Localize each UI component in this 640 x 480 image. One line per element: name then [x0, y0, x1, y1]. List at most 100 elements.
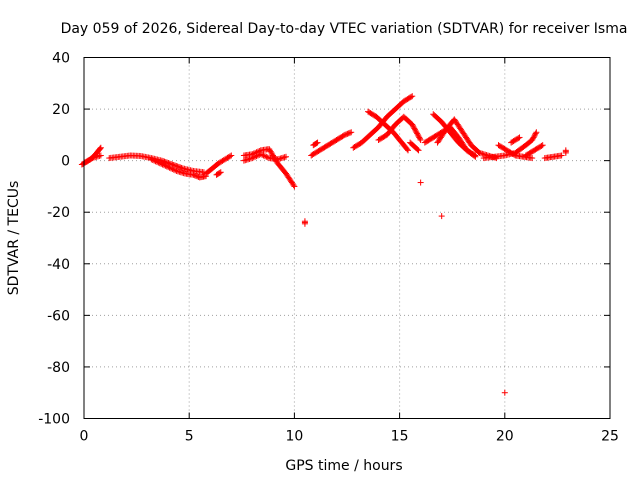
y-axis-label: SDTVAR / TECUs: [6, 181, 22, 296]
data-point: [155, 159, 162, 166]
data-point: [158, 160, 165, 167]
data-point: [172, 167, 179, 174]
data-point: [415, 133, 422, 140]
data-point: [417, 179, 424, 186]
data-point: [531, 131, 538, 138]
data-point: [515, 135, 522, 142]
data-point: [414, 130, 421, 137]
data-point: [409, 121, 416, 128]
data-point: [501, 389, 508, 396]
data-point: [404, 146, 411, 153]
data-point: [169, 166, 176, 173]
data-point: [438, 213, 445, 220]
data-point: [263, 153, 270, 160]
data-point: [516, 134, 523, 141]
data-point: [166, 164, 173, 171]
data-point: [416, 134, 423, 141]
data-point: [301, 220, 308, 227]
data-point: [264, 154, 271, 161]
grid-lines: [84, 57, 610, 419]
data-point: [529, 155, 536, 162]
data-point: [341, 131, 348, 138]
data-point: [261, 153, 268, 160]
y-tick-label: -60: [47, 308, 70, 324]
data-point: [558, 152, 565, 159]
data-point: [259, 151, 266, 158]
data-point: [314, 139, 321, 146]
data-point: [345, 130, 352, 137]
data-point: [153, 158, 160, 165]
data-point: [156, 160, 163, 167]
data-point: [409, 93, 416, 100]
x-tick-label: 15: [391, 429, 409, 445]
x-tick-label: 5: [185, 429, 194, 445]
data-point: [416, 135, 423, 142]
data-point: [348, 129, 355, 136]
data-point: [216, 169, 223, 176]
data-point: [192, 172, 199, 179]
data-point: [562, 147, 569, 154]
y-tick-label: 0: [61, 154, 70, 170]
data-point: [405, 147, 412, 154]
data-point: [194, 173, 201, 180]
data-point: [291, 183, 298, 190]
data-point: [190, 171, 197, 178]
data-point: [511, 151, 518, 158]
data-point: [167, 165, 174, 172]
data-point: [159, 161, 166, 168]
data-point: [257, 151, 264, 158]
data-point: [253, 153, 260, 160]
data-point: [160, 162, 167, 169]
data-point: [217, 169, 224, 176]
y-tick-label: -40: [47, 257, 70, 273]
data-point: [415, 147, 422, 154]
data-point: [228, 152, 235, 159]
data-point: [530, 134, 537, 141]
data-point: [250, 154, 257, 161]
data-point: [412, 126, 419, 133]
data-points: [78, 93, 569, 396]
data-point: [538, 142, 545, 149]
data-point: [471, 151, 478, 158]
data-point: [165, 164, 172, 171]
data-point: [260, 152, 267, 159]
data-point: [414, 131, 421, 138]
axis-ticks: [83, 57, 611, 419]
y-tick-label: 40: [52, 51, 70, 67]
data-point: [413, 129, 420, 136]
data-point: [149, 156, 156, 163]
data-point: [152, 158, 159, 165]
y-tick-label: -20: [47, 205, 70, 221]
data-point: [282, 153, 289, 160]
plot-frame: [83, 57, 611, 419]
data-point: [97, 144, 104, 151]
data-point: [162, 162, 169, 169]
data-point: [313, 140, 320, 147]
data-point: [343, 131, 350, 138]
data-point: [148, 156, 155, 163]
data-point: [227, 153, 234, 160]
data-point: [151, 157, 158, 164]
x-tick-label: 25: [601, 429, 619, 445]
data-point: [531, 133, 538, 140]
data-point: [191, 172, 198, 179]
y-tick-labels: -100 -80 -60 -40 -20 0 20 40: [38, 51, 70, 428]
y-tick-label: -80: [47, 360, 70, 376]
data-point: [346, 129, 353, 136]
data-point: [411, 125, 418, 132]
data-point: [414, 146, 421, 153]
x-tick-label: 20: [496, 429, 514, 445]
data-point: [97, 152, 104, 159]
y-tick-label: 20: [52, 102, 70, 118]
data-point: [409, 122, 416, 129]
data-point: [344, 130, 351, 137]
data-point: [529, 135, 536, 142]
data-point: [97, 145, 104, 152]
data-point: [408, 93, 415, 100]
x-tick-labels: 0 5 10 15 20 25: [80, 429, 619, 445]
data-point: [539, 142, 546, 149]
x-tick-label: 10: [285, 429, 303, 445]
data-point: [170, 166, 177, 173]
x-tick-label: 0: [80, 429, 89, 445]
